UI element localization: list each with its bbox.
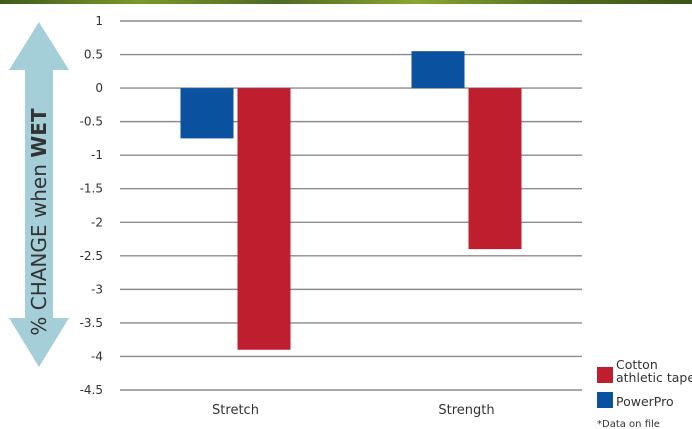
y-tick-label: -0.5 [80, 115, 103, 129]
legend: Cotton athletic tape PowerPro [597, 357, 692, 409]
legend-label-powerpro: PowerPro [616, 394, 674, 409]
legend-swatch-cotton [597, 367, 613, 383]
category-label-strength: Strength [438, 403, 494, 418]
category-labels: Stretch Strength [212, 403, 495, 418]
bar-stretch-cotton [237, 88, 291, 350]
bars [180, 51, 522, 350]
footnote: *Data on file [597, 419, 660, 429]
y-tick-label: -3 [91, 282, 103, 296]
category-label-stretch: Stretch [212, 403, 259, 418]
y-tick-label: -4.5 [80, 383, 103, 397]
y-axis-label-prefix: % CHANGE when [27, 158, 51, 336]
y-tick-label: 0 [95, 81, 103, 95]
y-axis-double-arrow [9, 22, 69, 367]
y-tick-label: -4 [91, 349, 103, 363]
y-tick-label: 0.5 [84, 48, 103, 62]
y-tick-label: 1 [95, 14, 103, 28]
y-tick-label: -2.5 [80, 249, 103, 263]
decorative-top-band [0, 0, 692, 4]
y-tick-label: -2 [91, 215, 103, 229]
legend-label-cotton-line1: Cotton [616, 357, 658, 372]
y-tick-labels: 1 0.5 0 -0.5 -1 -1.5 -2 -2.5 -3 -3.5 -4 -4.5 [80, 14, 103, 397]
y-axis-label: % CHANGE when WET [27, 108, 51, 336]
bar-strength-powerpro [411, 51, 465, 89]
bar-strength-cotton [468, 88, 522, 250]
y-tick-label: -1.5 [80, 182, 103, 196]
y-axis-label-group: % CHANGE when WET [9, 22, 69, 367]
y-tick-label: -1 [91, 148, 103, 162]
legend-swatch-powerpro [597, 392, 613, 408]
y-tick-label: -3.5 [80, 316, 103, 330]
legend-label-cotton-line2: athletic tape [616, 370, 692, 385]
y-axis-label-emphasis: WET [27, 108, 51, 158]
bar-stretch-powerpro [180, 88, 234, 139]
